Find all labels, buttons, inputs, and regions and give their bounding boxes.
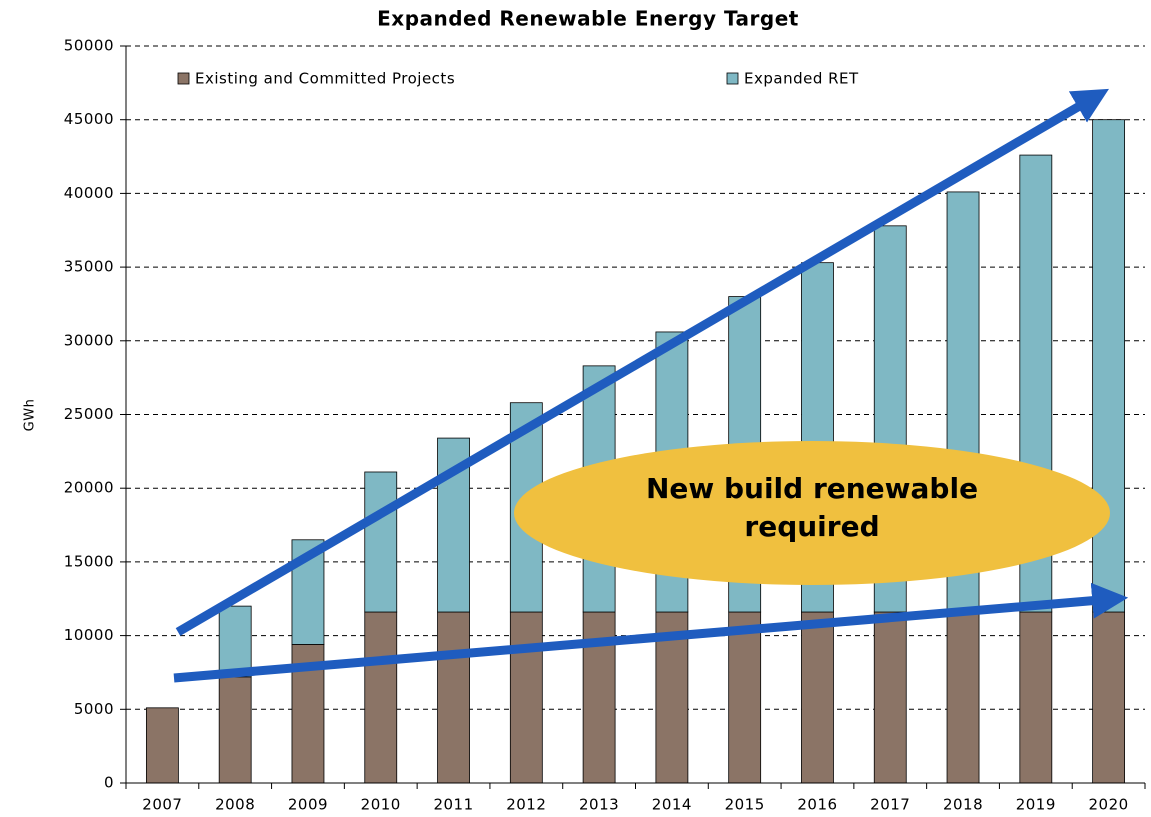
y-tick-label: 30000 [64,331,114,349]
x-tick-label: 2009 [288,796,328,814]
y-tick-label: 15000 [64,552,114,570]
y-tick-label: 40000 [64,184,114,202]
x-tick-label: 2013 [579,796,619,814]
y-tick-label: 0 [104,774,114,792]
bar-segment [218,676,252,784]
y-tick-label: 5000 [74,700,114,718]
bar-segment [364,611,398,784]
y-tick-label: 50000 [64,37,114,55]
annotations: New build renewable required [173,88,1129,683]
y-tick-label: 35000 [64,258,114,276]
callout-ellipse [514,441,1110,585]
bar-segment [509,611,543,784]
x-tick-label: 2017 [870,796,910,814]
bar-segment [1092,119,1126,613]
bar-segment [437,611,470,784]
callout-text: New build renewable required [645,472,979,543]
bar-segment [145,707,179,784]
y-tick-label: 20000 [64,479,114,497]
legend-swatch [726,72,739,85]
bar-segment [801,611,834,784]
x-tick-label: 2010 [361,796,401,814]
bar-segment [873,611,907,784]
x-tick-label: 2007 [142,796,182,814]
x-tick-label: 2015 [725,796,765,814]
bar-segment [1092,611,1126,784]
x-tick-label: 2014 [652,796,692,814]
trend-arrow [173,582,1129,683]
bar-segment [1019,611,1053,784]
x-tick-label: 2019 [1016,796,1056,814]
x-tick-label: 2011 [433,796,473,814]
x-tick-label: 2018 [943,796,983,814]
bar-segment [364,471,398,613]
legend-label: Existing and Committed Projects [195,70,455,88]
legend-swatch [177,72,190,85]
trend-arrow [175,88,1109,636]
y-tick-label: 10000 [64,626,114,644]
bar-segment [728,611,762,784]
x-tick-label: 2016 [797,796,837,814]
y-axis-label: GWh [23,399,38,432]
bar-segment [946,611,980,784]
y-tick-label: 45000 [64,110,114,128]
chart-title: Expanded Renewable Energy Target [377,7,799,31]
callout: New build renewable required [645,472,979,543]
plot-area: 0 5000 10000 15000 20000 25000 30000 35000 40000… [64,37,1146,814]
legend-label: Expanded RET [744,70,859,88]
bar-segment [218,605,252,678]
y-tick-label: 25000 [64,405,114,423]
x-tick-label: 2020 [1089,796,1129,814]
x-tick-label: 2012 [506,796,546,814]
x-tick-label: 2008 [215,796,255,814]
